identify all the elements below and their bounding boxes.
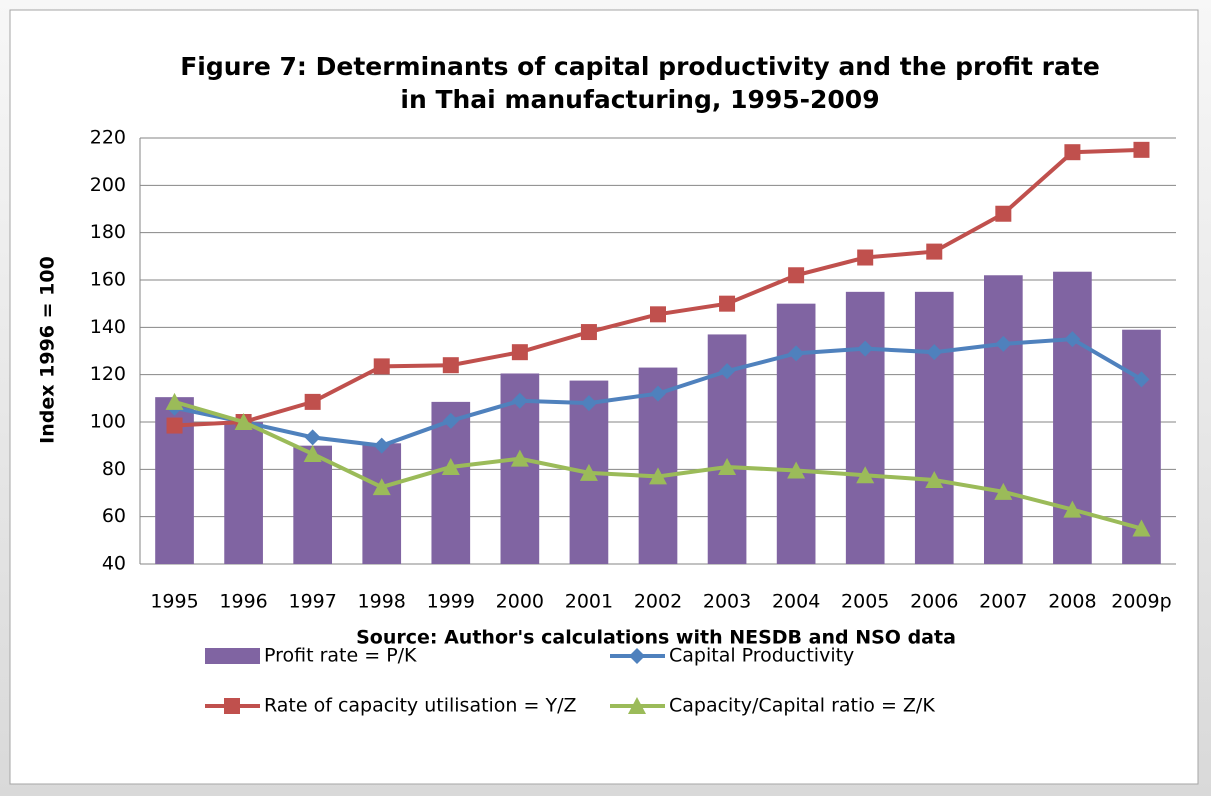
marker (718, 457, 737, 475)
legend-swatch (205, 648, 260, 664)
marker (510, 449, 529, 467)
bar (845, 291, 885, 564)
chart-title: Figure 7: Determinants of capital produc… (180, 52, 1100, 114)
marker (788, 267, 805, 284)
x-tick-label: 1998 (358, 591, 406, 613)
bar (983, 275, 1023, 564)
y-tick-label: 40 (102, 553, 126, 575)
bar (1053, 271, 1092, 564)
marker (165, 392, 184, 410)
legend-label: Profit rate = P/K (264, 645, 417, 667)
marker (787, 461, 806, 479)
marker (628, 697, 646, 714)
marker (649, 467, 667, 485)
bar (776, 303, 816, 564)
marker (580, 395, 597, 412)
legend-label: Capital Productivity (669, 645, 854, 667)
marker (372, 478, 391, 496)
y-tick-label: 60 (102, 505, 126, 527)
marker (304, 429, 321, 446)
marker (580, 324, 597, 341)
x-tick-label: 2009p (1111, 591, 1171, 613)
marker (442, 412, 459, 429)
x-tick-label: 2004 (772, 591, 820, 613)
marker (166, 417, 183, 434)
marker (995, 205, 1012, 222)
marker (303, 444, 322, 462)
x-tick-label: 2006 (910, 591, 958, 613)
x-axis-label: Source: Author's calculations with NESDB… (356, 627, 956, 649)
marker (994, 482, 1013, 500)
bar (293, 445, 333, 564)
marker (304, 393, 321, 410)
marker (441, 457, 460, 475)
y-tick-label: 220 (90, 127, 126, 149)
marker (995, 335, 1012, 352)
marker (511, 392, 528, 409)
y-tick-label: 160 (90, 269, 126, 291)
marker (1133, 141, 1150, 158)
x-tick-label: 2008 (1048, 591, 1096, 613)
marker (650, 306, 666, 323)
marker (856, 466, 875, 484)
marker (629, 648, 645, 664)
marker (1064, 331, 1081, 348)
y-tick-label: 120 (90, 363, 126, 385)
marker (857, 249, 874, 266)
marker (857, 340, 874, 357)
bar (914, 291, 954, 564)
marker (1063, 500, 1082, 518)
marker (234, 413, 253, 430)
bar (431, 401, 471, 564)
x-tick-label: 2003 (703, 591, 751, 613)
y-tick-label: 180 (90, 221, 126, 243)
marker (1133, 371, 1150, 388)
marker (442, 357, 459, 374)
y-tick-label: 100 (90, 411, 126, 433)
marker (1132, 519, 1151, 537)
y-tick-label: 140 (90, 316, 126, 338)
x-tick-label: 2007 (979, 591, 1027, 613)
marker (373, 437, 390, 454)
marker (926, 344, 943, 361)
x-tick-label: 1999 (427, 591, 475, 613)
bar (224, 422, 263, 564)
marker (650, 385, 666, 402)
marker (719, 295, 736, 312)
marker (788, 345, 805, 362)
marker (579, 463, 598, 481)
marker (224, 698, 240, 714)
marker (1064, 144, 1081, 161)
bar (362, 443, 402, 564)
legend-label: Capacity/Capital ratio = Z/K (669, 695, 935, 717)
x-tick-label: 2000 (496, 591, 544, 613)
x-tick-label: 1995 (150, 591, 198, 613)
marker (926, 243, 943, 260)
marker (719, 363, 736, 380)
x-tick-label: 1997 (288, 591, 336, 613)
x-tick-label: 2005 (841, 591, 889, 613)
marker (925, 470, 944, 488)
marker (373, 358, 390, 375)
title-box: Figure 7: Determinants of capital produc… (180, 52, 1100, 114)
x-tick-label: 1996 (219, 591, 267, 613)
x-tick-label: 2002 (634, 591, 682, 613)
y-tick-label: 80 (102, 458, 126, 480)
legend-label: Rate of capacity utilisation = Y/Z (264, 695, 577, 717)
x-tick-label: 2001 (565, 591, 613, 613)
marker (511, 344, 528, 361)
y-tick-label: 200 (90, 174, 126, 196)
y-axis-label: Index 1996 = 100 (37, 256, 59, 444)
